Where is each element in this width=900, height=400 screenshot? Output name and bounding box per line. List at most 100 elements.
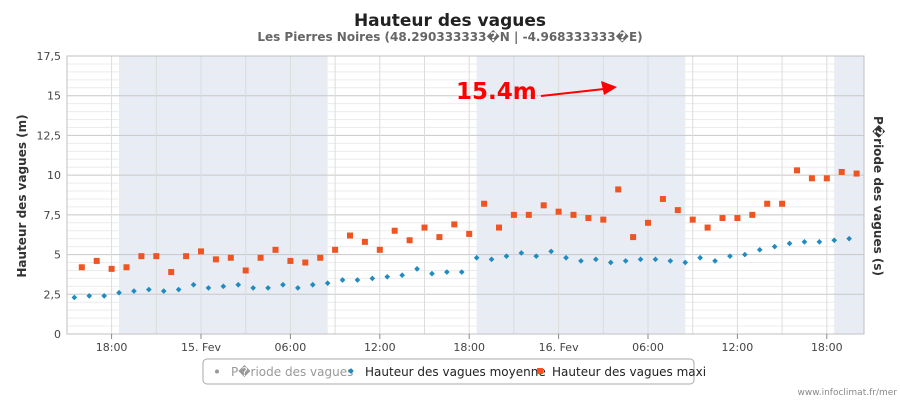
point-hauteur-maxi: [764, 200, 771, 207]
point-hauteur-maxi: [525, 211, 532, 218]
legend-item-periode[interactable]: P�riode des vagues: [215, 365, 353, 379]
point-hauteur-maxi: [391, 227, 398, 234]
point-hauteur-maxi: [198, 248, 204, 255]
x-tick-label: 18:00: [811, 341, 843, 354]
legend-label-periode: P�riode des vagues: [231, 365, 353, 379]
point-hauteur-moyenne: [101, 293, 107, 299]
point-hauteur-maxi: [78, 264, 85, 271]
point-hauteur-moyenne: [175, 286, 182, 293]
point-hauteur-moyenne: [265, 285, 271, 291]
annotation-label: 15.4m: [456, 79, 537, 105]
point-hauteur-moyenne: [667, 258, 674, 264]
plot-area-border: [66, 55, 865, 335]
point-hauteur-moyenne: [205, 285, 212, 291]
point-hauteur-maxi: [466, 230, 473, 237]
y-tick-label: 12,5: [37, 129, 62, 142]
chart-title: Hauteur des vagues: [354, 11, 546, 31]
point-hauteur-maxi: [570, 211, 577, 218]
point-hauteur-maxi: [749, 211, 756, 218]
point-hauteur-moyenne: [593, 256, 599, 263]
point-hauteur-maxi: [540, 202, 547, 209]
point-hauteur-maxi: [287, 257, 294, 264]
point-hauteur-maxi: [347, 232, 353, 239]
point-hauteur-maxi: [779, 200, 786, 207]
point-hauteur-moyenne: [414, 266, 420, 272]
point-hauteur-moyenne: [339, 277, 346, 283]
point-hauteur-maxi: [853, 170, 860, 177]
y-tick-label: 5: [54, 249, 61, 262]
point-hauteur-moyenne: [384, 273, 391, 280]
point-hauteur-moyenne: [622, 258, 629, 264]
point-hauteur-moyenne: [235, 281, 242, 288]
point-hauteur-moyenne: [369, 275, 376, 282]
point-hauteur-maxi: [704, 224, 711, 231]
point-hauteur-moyenne: [756, 246, 763, 253]
legend-label-maxi: Hauteur des vagues maxi: [552, 365, 706, 379]
point-hauteur-maxi: [242, 267, 249, 274]
point-hauteur-maxi: [153, 253, 160, 260]
point-hauteur-moyenne: [563, 254, 569, 261]
point-hauteur-maxi: [719, 215, 726, 222]
x-tick-label: 16. Fev: [539, 341, 579, 354]
legend-item-moyenne[interactable]: Hauteur des vagues moyenne: [348, 365, 546, 379]
point-hauteur-moyenne: [354, 277, 361, 283]
point-hauteur-moyenne: [220, 283, 227, 290]
point-hauteur-moyenne: [71, 294, 78, 301]
point-hauteur-maxi: [659, 195, 666, 202]
point-hauteur-maxi: [838, 168, 845, 175]
point-hauteur-moyenne: [637, 256, 644, 263]
point-hauteur-moyenne: [280, 281, 286, 288]
point-hauteur-maxi: [361, 238, 368, 245]
y-tick-label: 2,5: [44, 288, 62, 301]
credit-link[interactable]: www.infoclimat.fr/mer: [797, 388, 897, 398]
point-hauteur-moyenne: [712, 258, 718, 264]
point-hauteur-moyenne: [309, 281, 316, 288]
point-hauteur-moyenne: [518, 250, 525, 256]
point-hauteur-maxi: [496, 224, 502, 231]
y-tick-label: 10: [47, 169, 61, 182]
point-hauteur-maxi: [123, 264, 130, 271]
point-hauteur-moyenne: [682, 259, 689, 266]
night-band: [834, 56, 864, 334]
point-hauteur-maxi: [421, 224, 428, 231]
point-hauteur-moyenne: [727, 253, 733, 259]
x-tick-label: 18:00: [96, 341, 128, 354]
point-hauteur-moyenne: [488, 256, 495, 263]
chart-subtitle: Les Pierres Noires (48.290333333�N | -4.…: [257, 29, 642, 44]
point-hauteur-moyenne: [295, 285, 301, 291]
point-hauteur-maxi: [600, 216, 607, 223]
point-hauteur-maxi: [406, 237, 413, 244]
point-hauteur-moyenne: [458, 269, 465, 275]
x-tick-label: 12:00: [364, 341, 396, 354]
point-hauteur-moyenne: [548, 248, 554, 255]
y-axis-label-right: P�riode des vagues (s): [871, 116, 886, 276]
point-hauteur-maxi: [376, 246, 383, 253]
point-hauteur-maxi: [481, 200, 488, 207]
point-hauteur-moyenne: [473, 254, 480, 261]
point-hauteur-moyenne: [533, 253, 540, 259]
point-hauteur-moyenne: [786, 240, 793, 247]
annotation-arrowhead: [601, 81, 617, 95]
night-band: [476, 56, 686, 334]
point-hauteur-maxi: [645, 219, 651, 226]
point-hauteur-maxi: [615, 186, 622, 193]
point-hauteur-maxi: [317, 254, 324, 261]
y-tick-label: 15: [47, 90, 61, 103]
point-hauteur-moyenne: [429, 270, 435, 277]
night-band: [119, 56, 328, 334]
point-hauteur-maxi: [302, 259, 309, 266]
point-hauteur-moyenne: [846, 235, 852, 242]
legend-marker-periode: [215, 369, 219, 374]
point-hauteur-moyenne: [578, 258, 584, 264]
point-hauteur-moyenne: [816, 239, 823, 245]
x-tick-label: 06:00: [632, 341, 664, 354]
y-tick-label: 17,5: [37, 50, 62, 63]
point-hauteur-moyenne: [652, 256, 659, 263]
point-hauteur-maxi: [808, 175, 815, 182]
x-tick-label: 12:00: [722, 341, 754, 354]
point-hauteur-moyenne: [771, 243, 778, 250]
legend-item-maxi[interactable]: Hauteur des vagues maxi: [537, 365, 706, 379]
point-hauteur-moyenne: [697, 254, 703, 261]
point-hauteur-maxi: [168, 269, 175, 276]
